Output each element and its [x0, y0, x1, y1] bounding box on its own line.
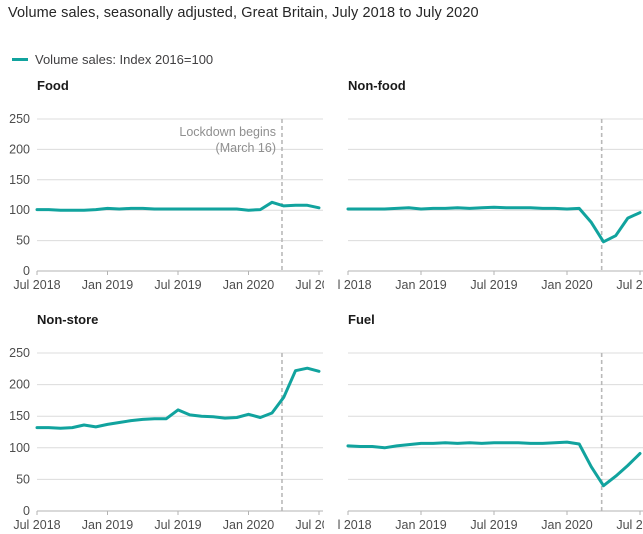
lockdown-annotation-line1: Lockdown begins: [179, 125, 276, 139]
volume-sales-series-line: [35, 200, 321, 212]
x-tick-label: Jan 2020: [223, 518, 274, 532]
x-tick-label: Jan 2019: [82, 278, 133, 292]
y-tick-label: 100: [9, 441, 30, 455]
lockdown-annotation-line2: (March 16): [216, 141, 276, 155]
panel-plot: 0 50 100 150 200 250 Lockdown begins (March 16)…: [9, 112, 324, 292]
y-tick-label: 50: [16, 472, 30, 486]
volume-sales-series-line: [346, 440, 642, 488]
x-tick-label: Jan 2019: [82, 518, 133, 532]
y-tick-label: 0: [23, 264, 30, 278]
x-tick-label: Jul 2018: [338, 278, 372, 292]
x-tick-label: Jan 2020: [541, 518, 592, 532]
y-tick-label: 250: [9, 112, 30, 126]
food-panel-title: Food: [37, 78, 69, 93]
x-tick-label: Jul 2018: [338, 518, 372, 532]
panel-plot: Jul 2018 Jan 2019 Jul 2019 Jan 2020 Jul 2020: [338, 352, 643, 532]
chart-title: Volume sales, seasonally adjusted, Great…: [8, 5, 479, 21]
x-tick-label: Jan 2020: [541, 278, 592, 292]
x-tick-label: Jul 2020: [616, 278, 643, 292]
y-tick-label: 100: [9, 203, 30, 217]
x-tick-label: Jul 2019: [154, 518, 201, 532]
chart-legend: Volume sales: Index 2016=100: [12, 52, 213, 67]
non-food-panel-title: Non-food: [348, 78, 406, 93]
fuel-panel-title: Fuel: [348, 312, 375, 327]
non-store-panel-title: Non-store: [37, 312, 99, 327]
non-store-panel: Non-store 0 50 100 150 200 250 Jul 2018 Jan 201…: [4, 312, 324, 534]
y-tick-label: 200: [9, 378, 30, 392]
y-tick-label: 250: [9, 346, 30, 360]
x-tick-label: Jul 2020: [295, 278, 324, 292]
food-panel: Food 0 50 100 150 200 250 Lockdown begins (Marc…: [4, 78, 324, 303]
x-tick-label: Jul 2019: [470, 278, 517, 292]
x-tick-label: Jan 2019: [395, 518, 446, 532]
panel-plot: Jul 2018 Jan 2019 Jul 2019 Jan 2020 Jul 2020: [338, 118, 643, 292]
y-tick-label: 150: [9, 173, 30, 187]
x-tick-label: Jul 2019: [154, 278, 201, 292]
y-tick-label: 200: [9, 142, 30, 156]
x-tick-label: Jan 2019: [395, 278, 446, 292]
x-tick-label: Jul 2019: [470, 518, 517, 532]
legend-label: Volume sales: Index 2016=100: [35, 52, 214, 67]
y-tick-label: 50: [16, 234, 30, 248]
x-tick-label: Jan 2020: [223, 278, 274, 292]
volume-sales-series-line: [35, 366, 321, 430]
x-tick-label: Jul 2020: [295, 518, 324, 532]
legend-line-swatch-icon: [12, 58, 28, 61]
x-tick-label: Jul 2018: [13, 518, 60, 532]
volume-sales-series-line: [346, 205, 642, 244]
y-tick-label: 0: [23, 504, 30, 518]
non-food-panel: Non-food Jul 2018 Jan 2019 Jul 2019 Jan 202…: [338, 78, 643, 303]
y-tick-label: 150: [9, 409, 30, 423]
x-tick-label: Jul 2018: [13, 278, 60, 292]
panel-plot: 0 50 100 150 200 250 Jul 2018 Jan 2019 Jul 2019 J…: [9, 346, 324, 532]
x-tick-label: Jul 2020: [616, 518, 643, 532]
